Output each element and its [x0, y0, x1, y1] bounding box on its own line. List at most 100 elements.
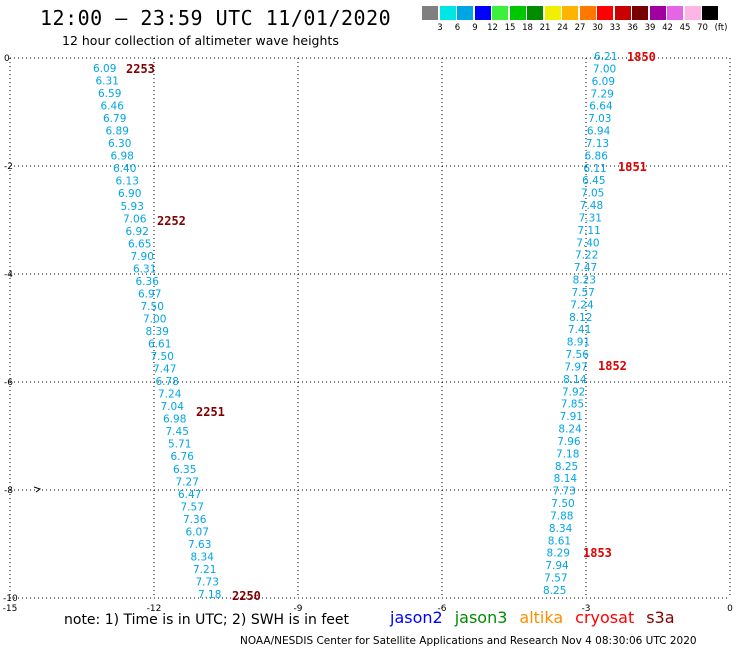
y-tick-label: -10 [3, 594, 18, 604]
x-tick-label: -3 [582, 604, 591, 614]
swh-value: 7.18 [556, 448, 579, 460]
swh-value: 7.96 [557, 436, 581, 448]
swh-value: 7.92 [562, 386, 585, 398]
pass-time-label: 1853 [583, 546, 612, 560]
color-swatch [457, 6, 474, 20]
color-scale-label: 3 [437, 23, 443, 33]
color-scale-label: 33 [609, 23, 621, 33]
swh-value: 8.91 [567, 337, 590, 349]
swh-value: 7.41 [568, 324, 591, 336]
swh-value: 6.59 [98, 88, 121, 100]
swh-value: 7.45 [166, 426, 189, 438]
color-scale-unit: (ft) [714, 23, 728, 33]
color-swatch [544, 6, 562, 20]
swh-value: 6.92 [126, 226, 149, 238]
color-scale-label: 27 [574, 23, 586, 33]
swh-value: 8.24 [558, 424, 582, 436]
color-swatch [527, 6, 544, 20]
legend-altika: altika [519, 608, 564, 627]
swh-value: 7.50 [151, 351, 174, 363]
swh-value: 6.11 [583, 163, 606, 175]
color-scale-label: 18 [522, 23, 533, 33]
color-scale-label: 42 [662, 23, 673, 33]
swh-value: 6.65 [128, 238, 151, 250]
color-swatch [579, 6, 597, 20]
swh-value: 6.13 [116, 176, 139, 188]
swh-value: 8.25 [555, 461, 578, 473]
color-scale-label: 21 [539, 23, 551, 33]
swh-value: 6.31 [96, 76, 119, 88]
swh-value: 7.40 [576, 237, 599, 249]
swh-value: 7.47 [153, 364, 176, 376]
swh-value: 6.98 [163, 414, 186, 426]
color-swatch [667, 6, 684, 20]
credit-line: NOAA/NESDIS Center for Satellite Applica… [240, 635, 697, 647]
swh-value: 7.47 [574, 262, 597, 274]
chart-subtitle: 12 hour collection of altimeter wave hei… [62, 33, 339, 48]
swh-value: 8.12 [569, 312, 592, 324]
swh-value: 7.36 [183, 514, 207, 526]
swh-value: 8.14 [554, 473, 578, 485]
swh-value: 5.93 [121, 201, 144, 213]
swh-value: 6.90 [118, 188, 141, 200]
swh-value: 7.57 [571, 287, 594, 299]
swh-value: 6.09 [93, 63, 116, 75]
color-swatch [702, 6, 719, 20]
swh-value: 8.23 [573, 275, 596, 287]
x-tick-label: -9 [294, 604, 303, 614]
swh-value: 6.86 [585, 150, 609, 162]
y-tick-label: -2 [4, 162, 13, 172]
color-swatch [509, 6, 527, 20]
swh-value: 7.03 [588, 113, 611, 125]
color-swatch [422, 6, 439, 20]
swh-value: 7.50 [551, 498, 574, 510]
color-swatch [474, 6, 492, 20]
color-scale-label: 6 [454, 23, 461, 33]
swh-value: 7.48 [580, 200, 603, 212]
swh-value: 6.21 [594, 51, 617, 63]
swh-value: 7.50 [141, 301, 164, 313]
swh-value: 7.97 [564, 361, 587, 373]
swh-value: 8.39 [146, 326, 169, 338]
color-swatch [492, 6, 509, 20]
legend-s3a: s3a [646, 608, 675, 627]
swh-value: 6.31 [133, 263, 156, 275]
coastline-mark [33, 486, 42, 493]
swh-value: 6.45 [582, 175, 605, 187]
swh-value: 6.07 [186, 526, 209, 538]
swh-value: 8.14 [563, 374, 587, 386]
x-tick-label: -15 [3, 604, 18, 614]
swh-value: 7.63 [188, 539, 211, 551]
legend-cryosat: cryosat [575, 608, 635, 627]
swh-value: 7.24 [570, 299, 594, 311]
color-scale-label: 39 [644, 23, 656, 33]
swh-value: 7.11 [577, 225, 600, 237]
x-tick-label: -12 [147, 604, 162, 614]
y-tick-label: -4 [4, 270, 13, 280]
swh-value: 8.25 [543, 585, 566, 597]
legend-jason2: jason2 [390, 608, 443, 627]
swh-value: 6.94 [587, 126, 611, 138]
color-swatch [439, 6, 457, 20]
swh-value: 6.97 [138, 288, 161, 300]
swh-value: 7.56 [566, 349, 590, 361]
pass-time-label: 1851 [618, 160, 647, 174]
swh-value: 8.34 [549, 523, 573, 535]
swh-value: 6.35 [173, 464, 196, 476]
legend-jason3: jason3 [454, 608, 508, 627]
swh-value: 7.29 [590, 88, 613, 100]
swh-value: 7.57 [544, 573, 567, 585]
swh-value: 6.30 [108, 138, 131, 150]
y-tick-label: -6 [4, 378, 13, 388]
swh-value: 7.21 [193, 564, 216, 576]
swh-value: 7.73 [196, 576, 219, 588]
swh-value: 6.89 [106, 126, 129, 138]
color-scale-label: 36 [627, 23, 638, 33]
swh-value: 8.34 [191, 551, 215, 563]
swh-value: 7.22 [575, 250, 598, 262]
swh-value: 7.00 [143, 313, 166, 325]
color-swatch [649, 6, 667, 20]
swh-value: 7.90 [131, 251, 154, 263]
swh-value: 8.61 [548, 535, 571, 547]
